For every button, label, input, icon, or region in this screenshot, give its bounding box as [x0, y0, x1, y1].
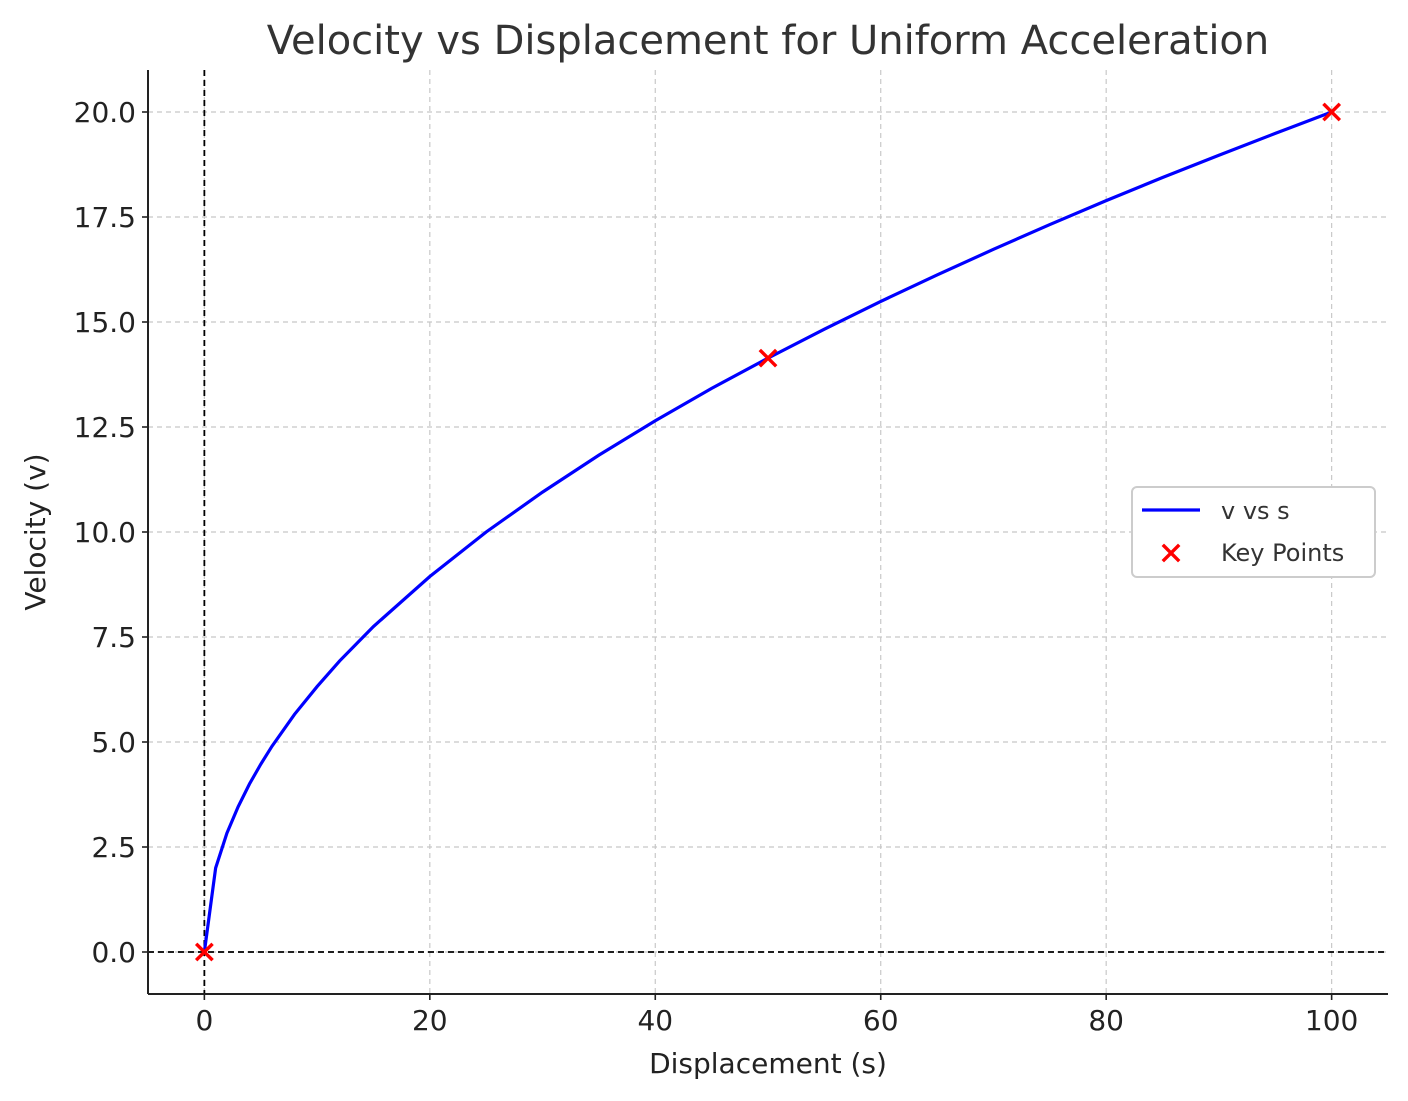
x-tick-label: 20 — [412, 1004, 448, 1037]
legend-entry-key-points: Key Points — [1221, 539, 1344, 567]
y-tick-label: 2.5 — [91, 831, 136, 864]
x-tick-label: 100 — [1305, 1004, 1358, 1037]
x-tick-label: 60 — [863, 1004, 899, 1037]
chart-title: Velocity vs Displacement for Uniform Acc… — [267, 18, 1270, 64]
y-tick-label: 5.0 — [91, 726, 136, 759]
series-layer — [194, 102, 1342, 962]
y-axis-ticks: 0.0 2.5 5.0 7.5 10.0 12.5 15.0 17.5 20.0 — [74, 96, 148, 969]
y-tick-label: 7.5 — [91, 621, 136, 654]
y-tick-label: 17.5 — [74, 201, 136, 234]
x-tick-label: 40 — [637, 1004, 673, 1037]
y-tick-label: 10.0 — [74, 516, 136, 549]
y-tick-label: 0.0 — [91, 936, 136, 969]
y-axis-label: Velocity (v) — [19, 453, 52, 610]
x-tick-label: 0 — [195, 1004, 213, 1037]
legend: v vs s Key Points — [1131, 486, 1376, 578]
y-tick-label: 15.0 — [74, 306, 136, 339]
x-tick-label: 80 — [1088, 1004, 1124, 1037]
y-tick-label: 20.0 — [74, 96, 136, 129]
key-point-marker — [1322, 102, 1342, 122]
x-axis-label: Displacement (s) — [649, 1047, 887, 1080]
reference-lines — [148, 70, 1388, 994]
legend-marker-swatch — [1161, 543, 1181, 563]
y-tick-label: 12.5 — [74, 411, 136, 444]
legend-entry-v-vs-s: v vs s — [1221, 497, 1290, 525]
series-line-v-vs-s — [202, 110, 1333, 953]
key-point-marker — [758, 348, 778, 368]
key-point-marker — [194, 942, 214, 962]
x-axis-ticks: 0 20 40 60 80 100 — [195, 994, 1358, 1037]
